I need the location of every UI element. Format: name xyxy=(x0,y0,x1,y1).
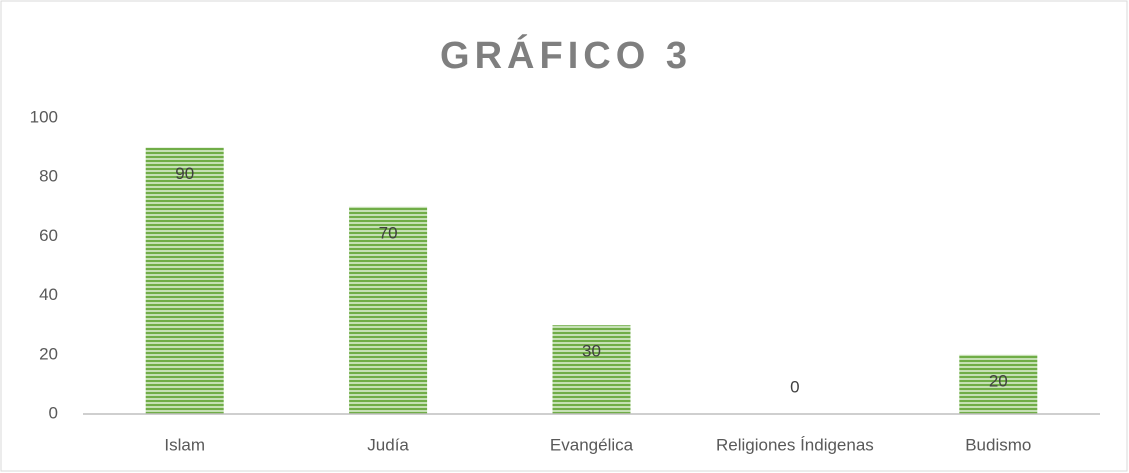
chart-title: GRÁFICO 3 xyxy=(440,33,692,77)
y-tick-label: 100 xyxy=(30,107,58,126)
y-tick-label: 20 xyxy=(39,344,58,363)
bar xyxy=(145,147,224,414)
data-label: 70 xyxy=(379,223,398,242)
bar xyxy=(552,325,631,414)
data-label: 30 xyxy=(582,342,601,361)
y-tick-label: 60 xyxy=(39,226,58,245)
x-tick-label: Budismo xyxy=(965,435,1031,454)
x-tick-label: Evangélica xyxy=(550,435,634,454)
x-tick-label: Religiones Índigenas xyxy=(716,435,874,454)
bar xyxy=(959,354,1038,414)
y-tick-label: 0 xyxy=(49,403,58,422)
y-tick-label: 80 xyxy=(39,167,58,186)
bar xyxy=(349,206,428,414)
y-tick-label: 40 xyxy=(39,285,58,304)
data-label: 20 xyxy=(989,371,1008,390)
x-tick-label: Judía xyxy=(367,435,409,454)
x-tick-label: Islam xyxy=(164,435,205,454)
data-label: 90 xyxy=(175,164,194,183)
data-label: 0 xyxy=(790,377,799,396)
